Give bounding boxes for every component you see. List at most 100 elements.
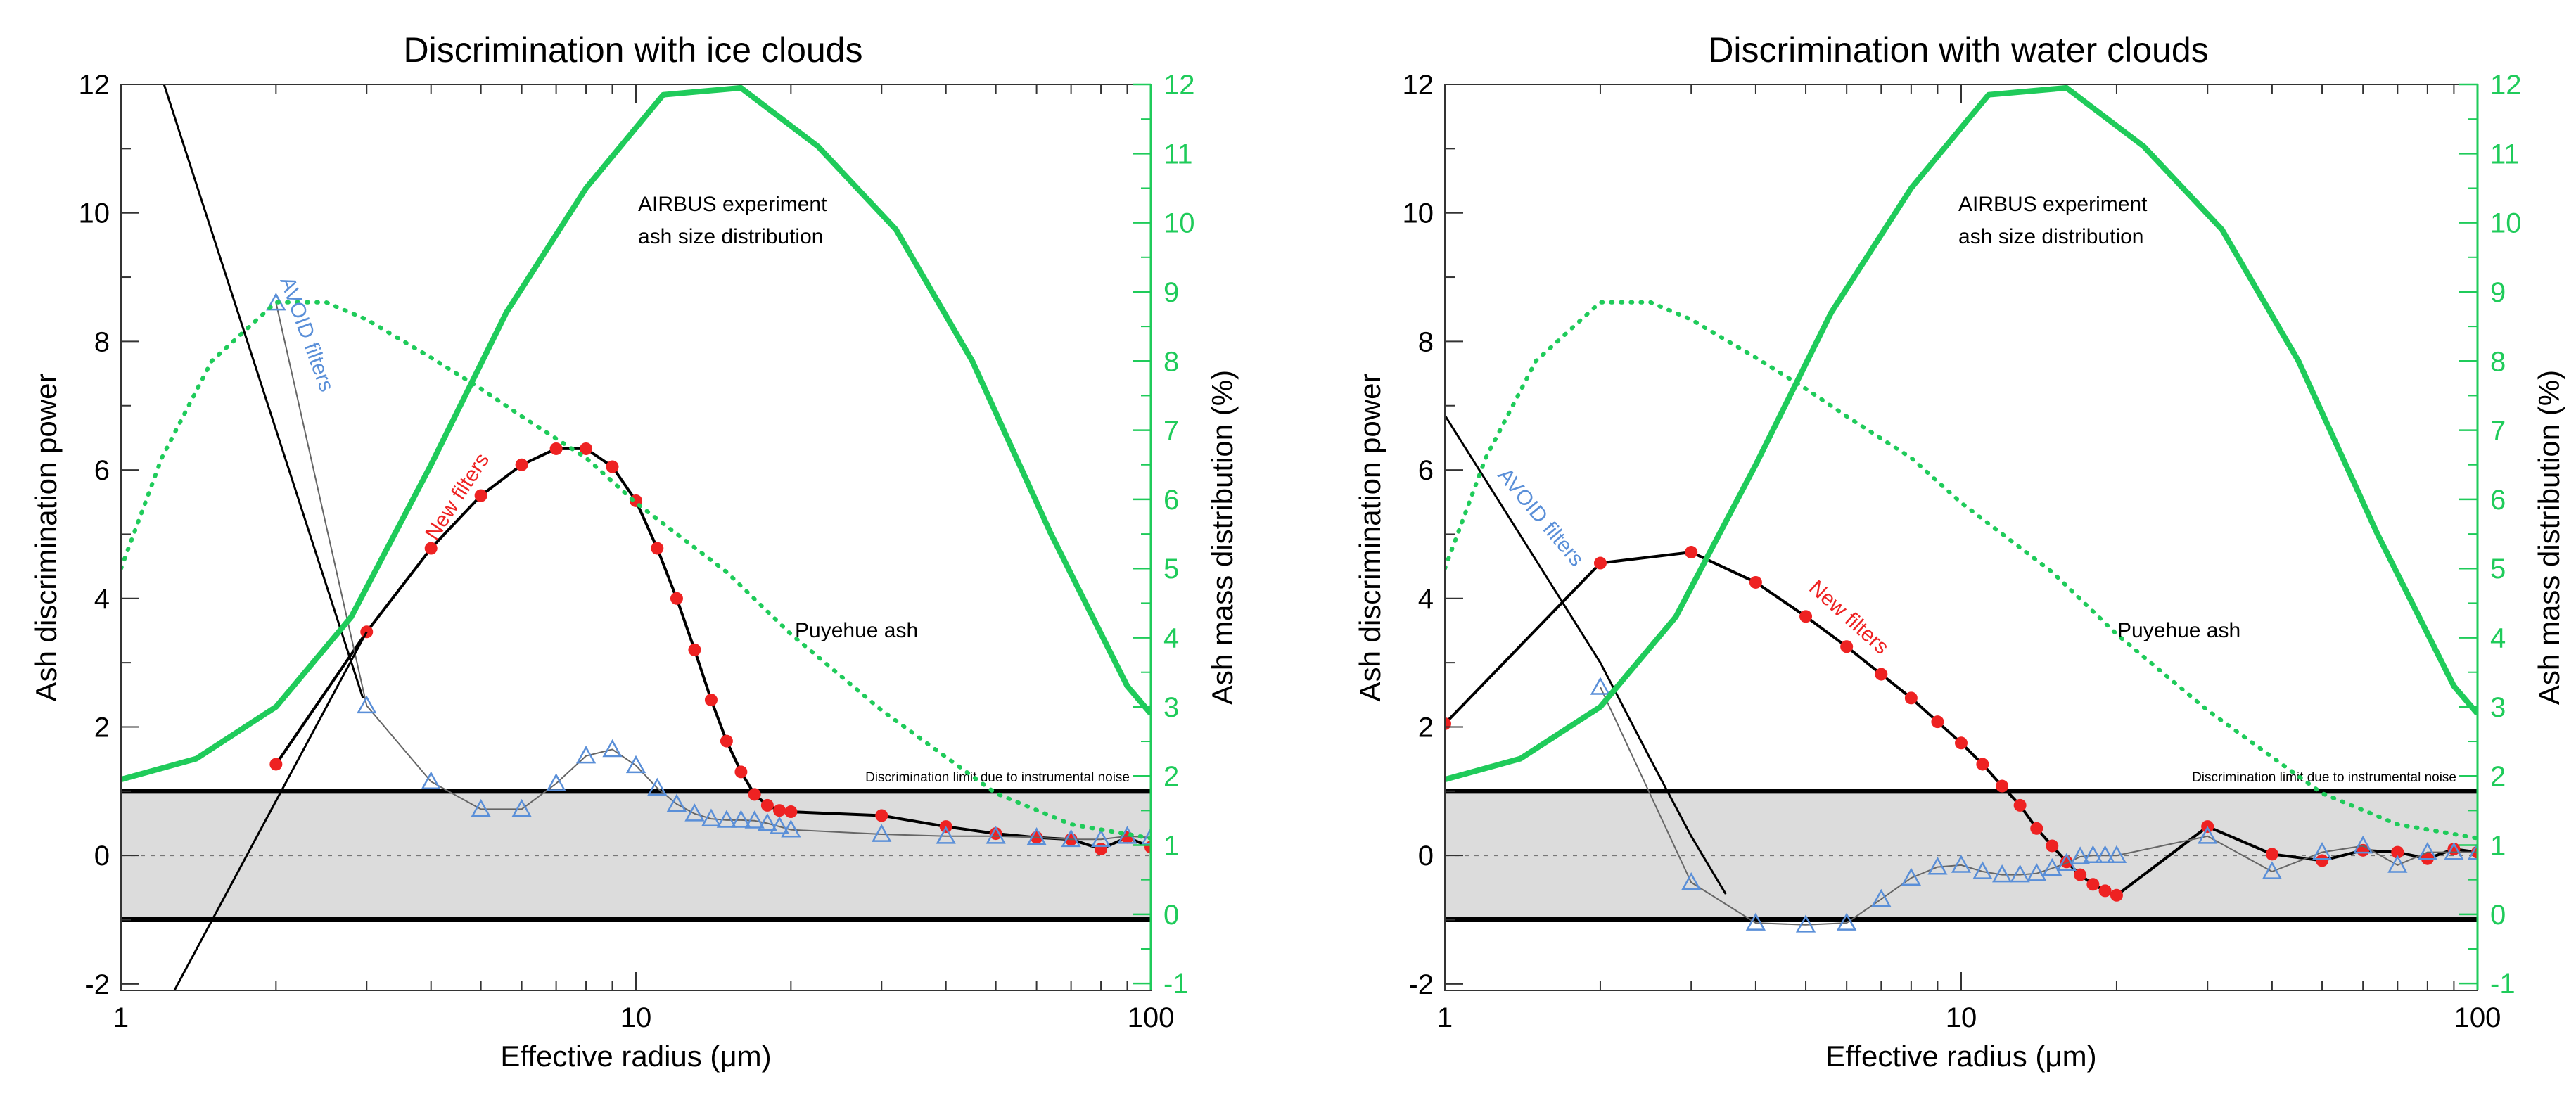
y-axis-label: Ash discrimination power	[1353, 374, 1386, 702]
series-avoid-filters-line	[1600, 687, 2478, 926]
y2-tick-label: 10	[1163, 208, 1195, 239]
y2-tick-label: 3	[1163, 692, 1179, 723]
y-tick-label: 10	[79, 198, 110, 229]
avoid-point	[701, 808, 722, 826]
new-filters-point	[1799, 610, 1813, 623]
avoid-point	[2083, 845, 2103, 864]
y-tick-label: 0	[1418, 841, 1434, 872]
avoid-point	[1871, 888, 1892, 907]
y-tick-label: 12	[79, 70, 110, 101]
y2-tick-label: 12	[2490, 70, 2522, 101]
y-tick-label: 8	[1418, 326, 1434, 357]
y2-tick-label: 7	[1163, 416, 1179, 447]
series-new-filters-line	[1445, 550, 2478, 898]
new-filters-point	[1875, 668, 1888, 681]
x-axis-label: Effective radius (μm)	[500, 1040, 771, 1073]
series-airbus-experiment-ash-size-distribution	[121, 84, 1151, 782]
avoid-point	[2262, 861, 2283, 879]
new-filters-point	[606, 460, 619, 473]
plot-area	[1445, 84, 2478, 933]
new-filters-point	[474, 489, 487, 502]
avoid-point	[2042, 857, 2062, 876]
new-filters-point	[1931, 715, 1944, 729]
new-filters-point	[2074, 868, 2087, 881]
y2-tick-label: 5	[2490, 554, 2506, 585]
plot-area	[121, 84, 1151, 990]
y2-axis-label: Ash mass distribution (%)	[2532, 370, 2565, 705]
new-filters-point	[1976, 758, 1989, 771]
y-axis-label: Ash discrimination power	[30, 374, 63, 702]
avoid-point	[2444, 842, 2464, 860]
avoid-point	[625, 755, 646, 774]
y2-tick-label: 11	[2490, 139, 2520, 170]
airbus-annotation-line1: AIRBUS experiment	[1958, 193, 2148, 216]
new-filters-point	[688, 643, 701, 656]
y2-axis-label: Ash mass distribution (%)	[1206, 370, 1239, 705]
avoid-point	[684, 803, 705, 822]
new-filters-point	[2013, 798, 2027, 812]
new-filters-point	[2086, 878, 2100, 891]
avoid-point	[731, 810, 751, 828]
new-filters-point	[1593, 556, 1607, 570]
new-filters-point	[773, 804, 786, 817]
avoid-point	[1745, 912, 1766, 931]
new-filters-point	[2316, 854, 2329, 867]
series-avoid-filters-line	[275, 302, 1151, 841]
puyehue-annotation: Puyehue ash	[795, 619, 918, 642]
y2-tick-label: 1	[2490, 831, 2506, 862]
avoid-point	[781, 819, 801, 838]
new-filters-point	[760, 798, 774, 812]
avoid-point	[1991, 864, 2013, 883]
avoid-point	[2095, 845, 2115, 864]
y2-tick-label: 10	[2490, 208, 2522, 239]
noise-limit-label: Discrimination limit due to instrumental…	[2192, 770, 2456, 785]
chart-panel-1: Discrimination limit due to instrumental…	[30, 30, 1239, 1073]
chart-title: Discrimination with water clouds	[1708, 30, 2208, 70]
y-tick-label: 0	[94, 841, 110, 872]
avoid-point	[1026, 827, 1047, 845]
y2-tick-label: 12	[1163, 70, 1195, 101]
new-filters-point	[2110, 888, 2123, 902]
avoid-point	[1681, 872, 1702, 890]
y-tick-label: 10	[1403, 198, 1434, 229]
new-filters-point	[1840, 640, 1854, 653]
y-tick-label: 6	[1418, 455, 1434, 486]
avoid-point	[2198, 826, 2218, 844]
chart-panel-2: Discrimination limit due to instrumental…	[1353, 30, 2565, 1073]
avoid-point	[1590, 677, 1611, 695]
avoid-point	[2106, 845, 2127, 864]
noise-limit-label: Discrimination limit due to instrumental…	[865, 770, 1130, 785]
avoid-point	[2387, 855, 2408, 873]
y2-tick-label: 9	[2490, 277, 2506, 308]
avoid-point	[357, 695, 377, 714]
new-filters-point	[734, 765, 748, 779]
new-filters-point	[2046, 839, 2059, 853]
new-filters-point	[670, 592, 683, 605]
new-filters-point	[2098, 884, 2112, 898]
avoid-point	[2467, 842, 2478, 860]
x-axis-label: Effective radius (μm)	[1825, 1040, 2096, 1073]
y2-tick-label: 0	[2490, 900, 2506, 931]
avoid-point	[511, 798, 532, 817]
avoid-point	[757, 812, 777, 831]
y-tick-label: 2	[94, 712, 110, 743]
new-filters-point	[720, 734, 733, 748]
y2-tick-label: 0	[1163, 900, 1179, 931]
avoid-point	[769, 816, 790, 834]
y-tick-label: -2	[84, 969, 110, 1000]
avoid-point	[744, 810, 765, 829]
airbus-annotation-line2: ash size distribution	[638, 225, 823, 248]
avoid-filters-label: AVOID filters	[1493, 464, 1588, 570]
avoid-point	[872, 824, 892, 842]
avoid-point	[666, 793, 687, 812]
new-filters-point	[704, 694, 718, 707]
avoid-point	[1140, 827, 1151, 845]
y2-tick-label: 2	[1163, 761, 1179, 792]
avoid-point	[2056, 853, 2077, 871]
new-filters-point	[1904, 691, 1918, 705]
avoid-point	[421, 771, 441, 789]
avoid-point	[1061, 829, 1081, 848]
avoid-point	[2417, 842, 2437, 860]
avoid-point	[2027, 863, 2047, 881]
